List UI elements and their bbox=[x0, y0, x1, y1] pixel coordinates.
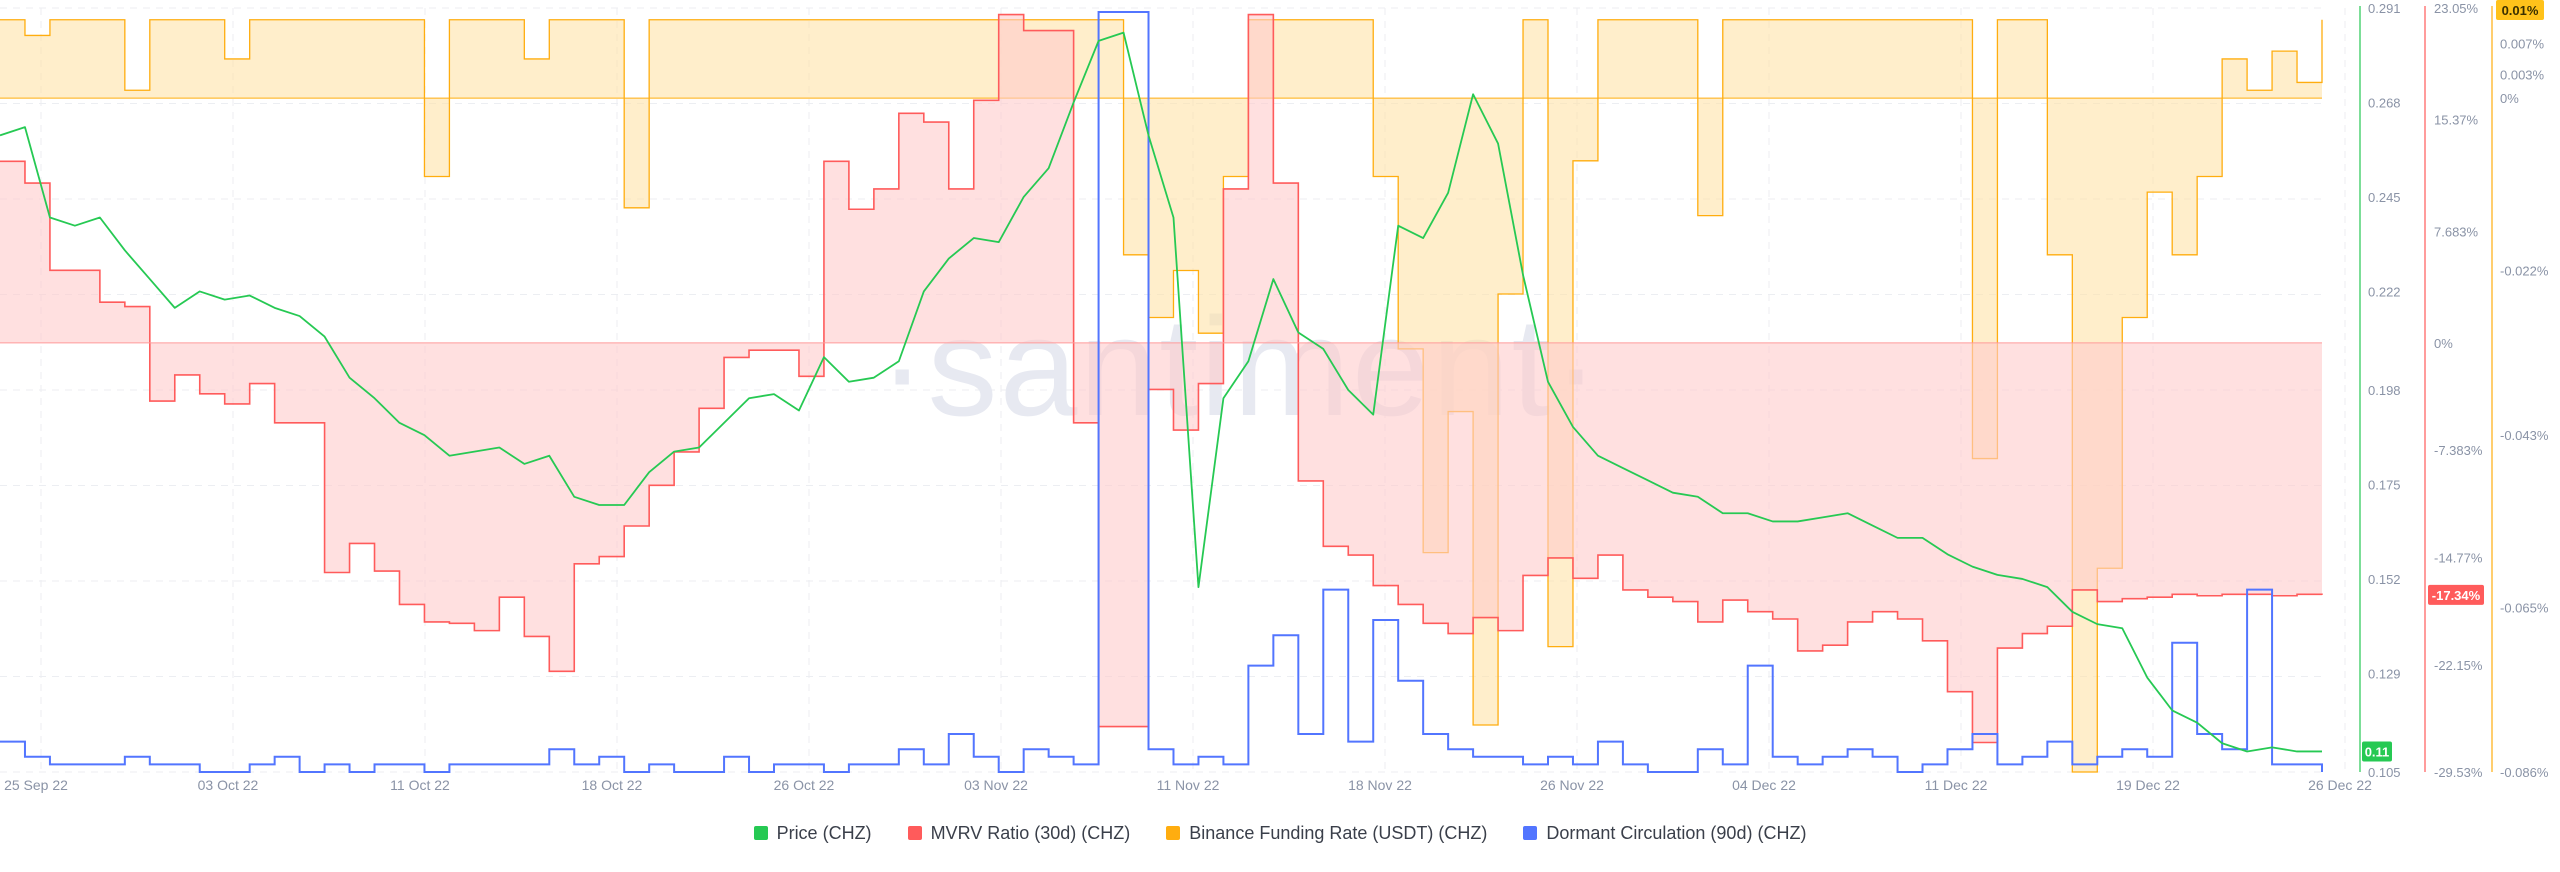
funding-axis-tick-label: -0.065% bbox=[2500, 600, 2549, 615]
mvrv-axis-tick-label: -29.53% bbox=[2434, 765, 2483, 780]
x-axis-tick-label: 11 Oct 22 bbox=[390, 777, 450, 793]
price-current-value-badge-background bbox=[2362, 741, 2392, 762]
x-axis-tick-label: 11 Dec 22 bbox=[1925, 777, 1988, 793]
mvrv-swatch-icon bbox=[907, 826, 922, 840]
mvrv-area bbox=[0, 14, 2322, 743]
x-axis-tick-label: 04 Dec 22 bbox=[1732, 777, 1796, 793]
mvrv-axis-tick-label: -22.15% bbox=[2434, 658, 2483, 673]
x-axis-tick-label: 03 Oct 22 bbox=[198, 777, 259, 793]
price-axis-tick-label: 0.291 bbox=[2368, 1, 2401, 16]
legend-item-price[interactable]: Price (CHZ) bbox=[753, 822, 872, 844]
mvrv-axis-tick-label: 23.05% bbox=[2434, 1, 2479, 16]
mvrv-current-value-badge-background bbox=[2428, 584, 2484, 605]
funding-axis-tick-label: 0% bbox=[2500, 91, 2519, 106]
price-axis-tick-label: 0.222 bbox=[2368, 284, 2401, 299]
mvrv-line bbox=[0, 13, 2323, 744]
mvrv-axis-tick-label: 15.37% bbox=[2434, 113, 2479, 128]
price-axis-tick-label: 0.198 bbox=[2368, 383, 2401, 398]
funding-current-value-badge: 0.01% bbox=[2502, 3, 2539, 18]
legend-label-funding-rate: Binance Funding Rate (USDT) (CHZ) bbox=[1189, 822, 1488, 843]
price-axis-tick-label: 0.175 bbox=[2368, 477, 2401, 492]
price-axis-tick-label: 0.268 bbox=[2368, 95, 2401, 110]
mvrv-current-value-badge: -17.34% bbox=[2432, 588, 2481, 603]
price-axis-tick-label: 0.129 bbox=[2368, 666, 2401, 681]
legend-label-dormant: Dormant Circulation (90d) (CHZ) bbox=[1546, 822, 1807, 843]
price-axis-tick-label: 0.152 bbox=[2368, 572, 2401, 587]
x-axis-tick-label: 03 Nov 22 bbox=[964, 777, 1028, 793]
price-swatch-icon bbox=[753, 826, 768, 840]
mvrv-axis-tick-label: -14.77% bbox=[2434, 551, 2483, 566]
x-axis-tick-label: 19 Dec 22 bbox=[2116, 777, 2180, 793]
mvrv-axis-tick-label: -7.383% bbox=[2434, 443, 2483, 458]
legend-item-dormant[interactable]: Dormant Circulation (90d) (CHZ) bbox=[1523, 823, 1806, 844]
x-axis-tick-label: 26 Nov 22 bbox=[1540, 777, 1604, 793]
legend-label-price: Price (CHZ) bbox=[776, 822, 872, 843]
legend-label-mvrv: MVRV Ratio (30d) (CHZ) bbox=[930, 822, 1131, 843]
x-axis-tick-label: 26 Dec 22 bbox=[2308, 777, 2372, 793]
mvrv-axis-tick-label: 0% bbox=[2434, 336, 2453, 351]
price-axis-tick-label: 0.105 bbox=[2368, 765, 2401, 780]
legend-item-mvrv[interactable]: MVRV Ratio (30d) (CHZ) bbox=[907, 822, 1131, 844]
funding-axis-tick-label: -0.022% bbox=[2500, 264, 2549, 279]
price-axis-tick-label: 0.245 bbox=[2368, 190, 2401, 205]
funding-current-value-badge-background bbox=[2496, 0, 2544, 20]
funding-axis-tick-label: -0.043% bbox=[2500, 428, 2549, 443]
funding-axis-tick-label: -0.086% bbox=[2500, 765, 2549, 780]
x-axis-tick-label: 25 Sep 22 bbox=[4, 777, 68, 793]
price-line bbox=[0, 31, 2322, 753]
price-current-value-badge: 0.11 bbox=[2365, 744, 2390, 759]
dormant-circulation-line bbox=[0, 11, 2323, 773]
x-axis-tick-label: 11 Nov 22 bbox=[1157, 777, 1220, 793]
x-axis-tick-label: 26 Oct 22 bbox=[774, 777, 835, 793]
funding-axis-tick-label: 0.007% bbox=[2500, 36, 2545, 51]
funding-rate-swatch-icon bbox=[1166, 826, 1181, 840]
dormant-swatch-icon bbox=[1523, 826, 1538, 840]
legend-item-funding-rate[interactable]: Binance Funding Rate (USDT) (CHZ) bbox=[1166, 823, 1487, 844]
funding-rate-area bbox=[0, 19, 2322, 773]
legend: Price (CHZ) MVRV Ratio (30d) (CHZ) Binan… bbox=[0, 818, 2560, 848]
mvrv-axis-tick-label: 7.683% bbox=[2434, 224, 2479, 239]
funding-axis-tick-label: 0.003% bbox=[2500, 68, 2545, 83]
x-axis-tick-label: 18 Nov 22 bbox=[1348, 777, 1412, 793]
x-axis-tick-label: 18 Oct 22 bbox=[582, 777, 643, 793]
